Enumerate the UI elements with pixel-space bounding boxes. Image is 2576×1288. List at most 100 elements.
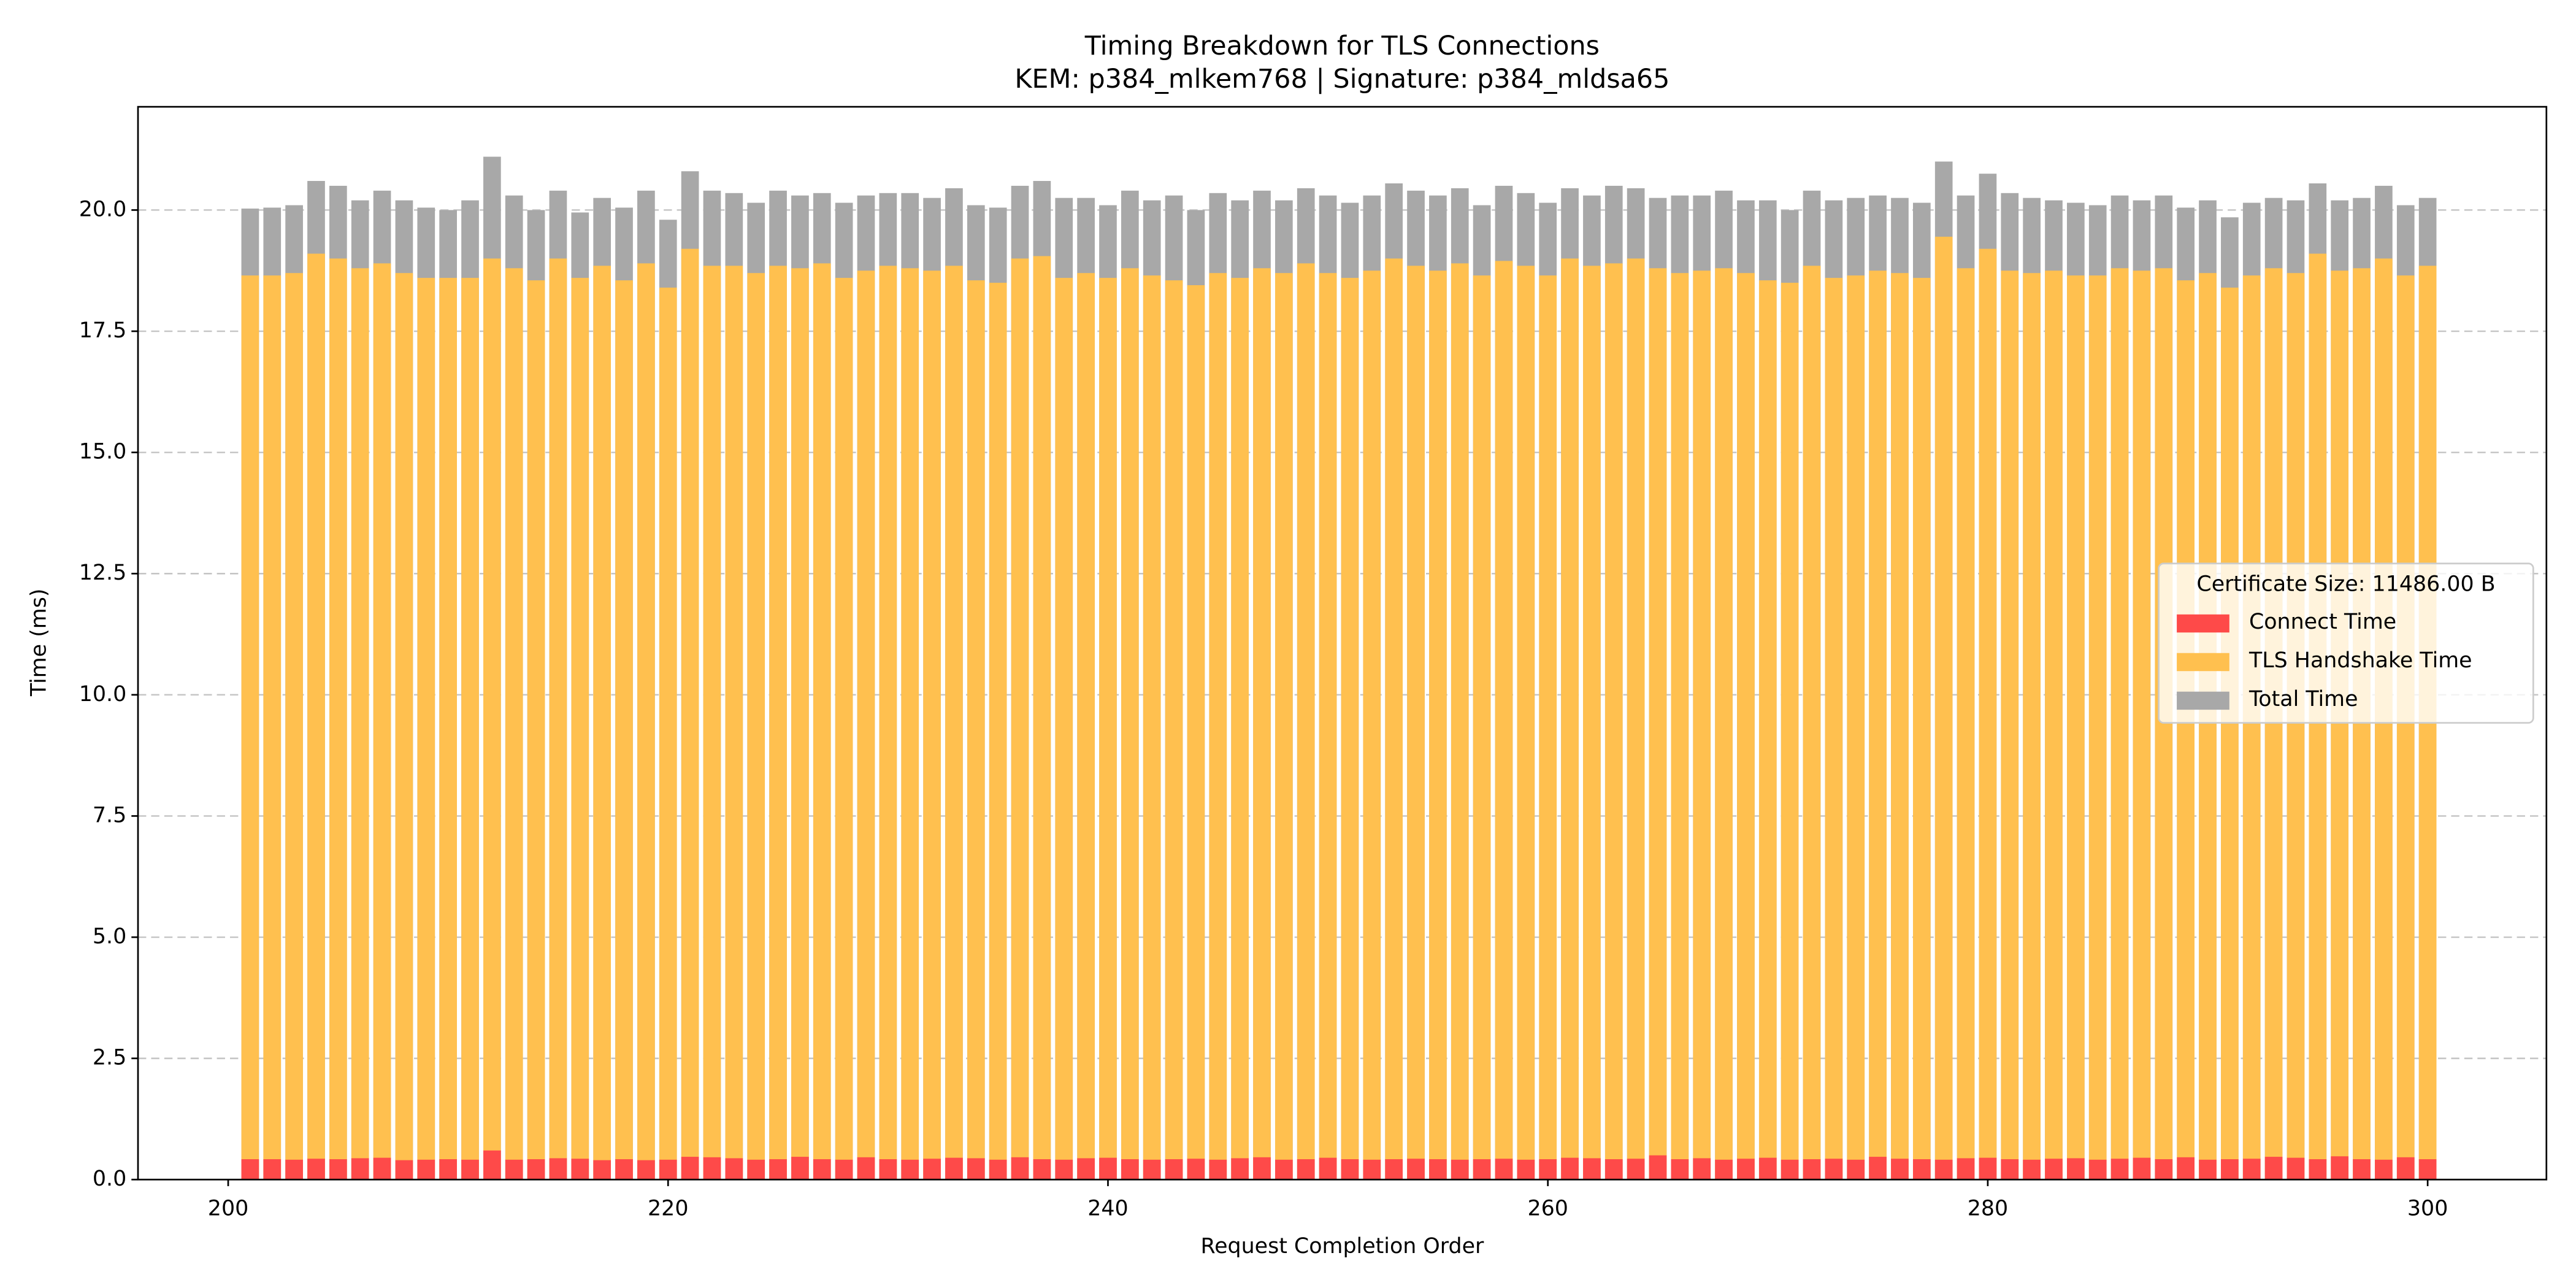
bar: [527, 1159, 545, 1180]
y-tick-label: 2.5: [93, 1046, 126, 1070]
bar: [2023, 273, 2041, 1180]
bar: [2221, 1159, 2239, 1180]
x-tick-label: 300: [2407, 1196, 2448, 1221]
bar: [329, 258, 347, 1180]
bar: [1781, 283, 1799, 1180]
bar: [571, 278, 589, 1180]
bar: [857, 270, 875, 1180]
bar: [241, 1159, 259, 1180]
bar: [1825, 278, 1843, 1180]
bar: [2023, 1159, 2041, 1180]
bar: [1055, 1159, 1073, 1180]
bar: [2133, 270, 2151, 1180]
bar: [615, 1159, 633, 1180]
bar: [1033, 256, 1051, 1180]
bar: [593, 266, 611, 1180]
bar: [2287, 1157, 2305, 1180]
bar: [1715, 268, 1733, 1180]
bar: [1253, 1157, 1271, 1180]
bar: [2396, 1157, 2415, 1180]
bar: [703, 1157, 721, 1180]
bar: [571, 1159, 589, 1180]
bar: [549, 258, 567, 1180]
bar: [1781, 1159, 1799, 1180]
y-tick-label: 15.0: [79, 440, 127, 464]
bar: [373, 1157, 391, 1180]
bar: [1099, 278, 1117, 1180]
bar: [1385, 258, 1403, 1180]
bar: [923, 270, 941, 1180]
bar: [813, 263, 831, 1180]
legend-label: TLS Handshake Time: [2248, 648, 2472, 673]
bar: [527, 280, 545, 1180]
bar: [1297, 263, 1315, 1180]
bar: [1011, 258, 1029, 1180]
bar: [1517, 1159, 1535, 1180]
bar: [1539, 275, 1557, 1180]
bar: [1979, 248, 1997, 1180]
bar: [769, 1159, 787, 1180]
bar: [1803, 1159, 1821, 1180]
bar: [901, 268, 919, 1180]
bar: [263, 1159, 282, 1180]
bar: [1561, 258, 1579, 1180]
bar: [1934, 1159, 1953, 1180]
bar: [1209, 1159, 1227, 1180]
x-axis-label: Request Completion Order: [1200, 1234, 1484, 1259]
legend-label: Total Time: [2248, 687, 2358, 711]
bar: [725, 1158, 743, 1180]
bar: [747, 273, 765, 1180]
bar: [1077, 1158, 1095, 1180]
bar: [285, 1159, 303, 1180]
bar: [2001, 270, 2019, 1180]
bar: [1451, 263, 1469, 1180]
bar: [681, 248, 699, 1180]
y-tick-label: 20.0: [79, 197, 127, 221]
bar: [637, 1160, 655, 1180]
bar: [1627, 1159, 1645, 1180]
bar: [1033, 1159, 1051, 1180]
bar: [1583, 266, 1601, 1180]
bar: [1319, 1157, 1337, 1180]
bar: [417, 1159, 435, 1180]
bar: [703, 266, 721, 1180]
bar: [1143, 275, 1161, 1180]
bar: [2264, 1157, 2283, 1180]
bar: [483, 258, 501, 1180]
bar: [747, 1159, 765, 1180]
bar: [1649, 1155, 1667, 1180]
bar: [1407, 1159, 1425, 1180]
bar: [725, 266, 743, 1180]
x-tick-label: 240: [1087, 1196, 1128, 1221]
bar: [2155, 1159, 2173, 1180]
bar: [1209, 273, 1227, 1180]
bar: [2110, 1159, 2129, 1180]
y-tick-label: 12.5: [79, 561, 127, 585]
legend-box: [2158, 562, 2534, 724]
bar: [967, 280, 985, 1180]
bar: [1121, 1159, 1139, 1180]
bar: [2001, 1159, 2019, 1180]
bar: [681, 1157, 699, 1180]
legend-label: Connect Time: [2249, 610, 2396, 634]
legend-swatch: [2177, 653, 2229, 672]
bar: [461, 1159, 479, 1180]
bar: [637, 263, 655, 1180]
y-tick-label: 17.5: [79, 318, 127, 343]
bar: [461, 278, 479, 1180]
bar: [1363, 1159, 1381, 1180]
bar: [505, 268, 523, 1180]
x-tick-label: 260: [1527, 1196, 1568, 1221]
x-tick-label: 200: [208, 1196, 248, 1221]
bar: [1341, 278, 1359, 1180]
bar: [329, 1159, 347, 1180]
bar: [2110, 268, 2129, 1180]
y-tick-label: 10.0: [79, 682, 127, 707]
bar: [263, 275, 282, 1180]
bar: [923, 1159, 941, 1180]
bar: [1165, 280, 1183, 1180]
bar: [1429, 1159, 1447, 1180]
bar: [2287, 273, 2305, 1180]
bar: [1341, 1159, 1359, 1180]
y-tick-label: 7.5: [93, 803, 126, 827]
